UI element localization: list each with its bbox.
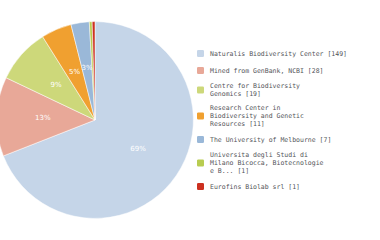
svg-text:Naturalis Biodiversity Center: Naturalis Biodiversity Center [149]	[210, 50, 347, 58]
svg-text:9%: 9%	[50, 81, 61, 89]
svg-text:Centre for Biodiversity: Centre for Biodiversity	[210, 82, 300, 90]
svg-text:Genomics [19]: Genomics [19]	[210, 90, 261, 98]
svg-text:Eurofins Biolab srl [1]: Eurofins Biolab srl [1]	[210, 183, 300, 191]
svg-text:13%: 13%	[35, 114, 51, 122]
svg-text:Resources [11]: Resources [11]	[210, 120, 265, 128]
svg-text:Milano Bicocca, Biotecnologie: Milano Bicocca, Biotecnologie	[210, 159, 324, 167]
svg-text:e B... [1]: e B... [1]	[210, 167, 249, 175]
svg-text:Biodiversity and Genetic: Biodiversity and Genetic	[210, 112, 304, 120]
svg-text:69%: 69%	[130, 145, 146, 153]
svg-text:5%: 5%	[69, 68, 80, 76]
svg-text:Universita degli Studi di: Universita degli Studi di	[210, 151, 308, 159]
svg-text:3%: 3%	[82, 64, 93, 72]
svg-text:Research Center in: Research Center in	[210, 104, 281, 112]
svg-text:The University of Melbourne [7: The University of Melbourne [7]	[210, 136, 331, 144]
svg-text:Mined from GenBank, NCBI [28]: Mined from GenBank, NCBI [28]	[210, 67, 324, 75]
